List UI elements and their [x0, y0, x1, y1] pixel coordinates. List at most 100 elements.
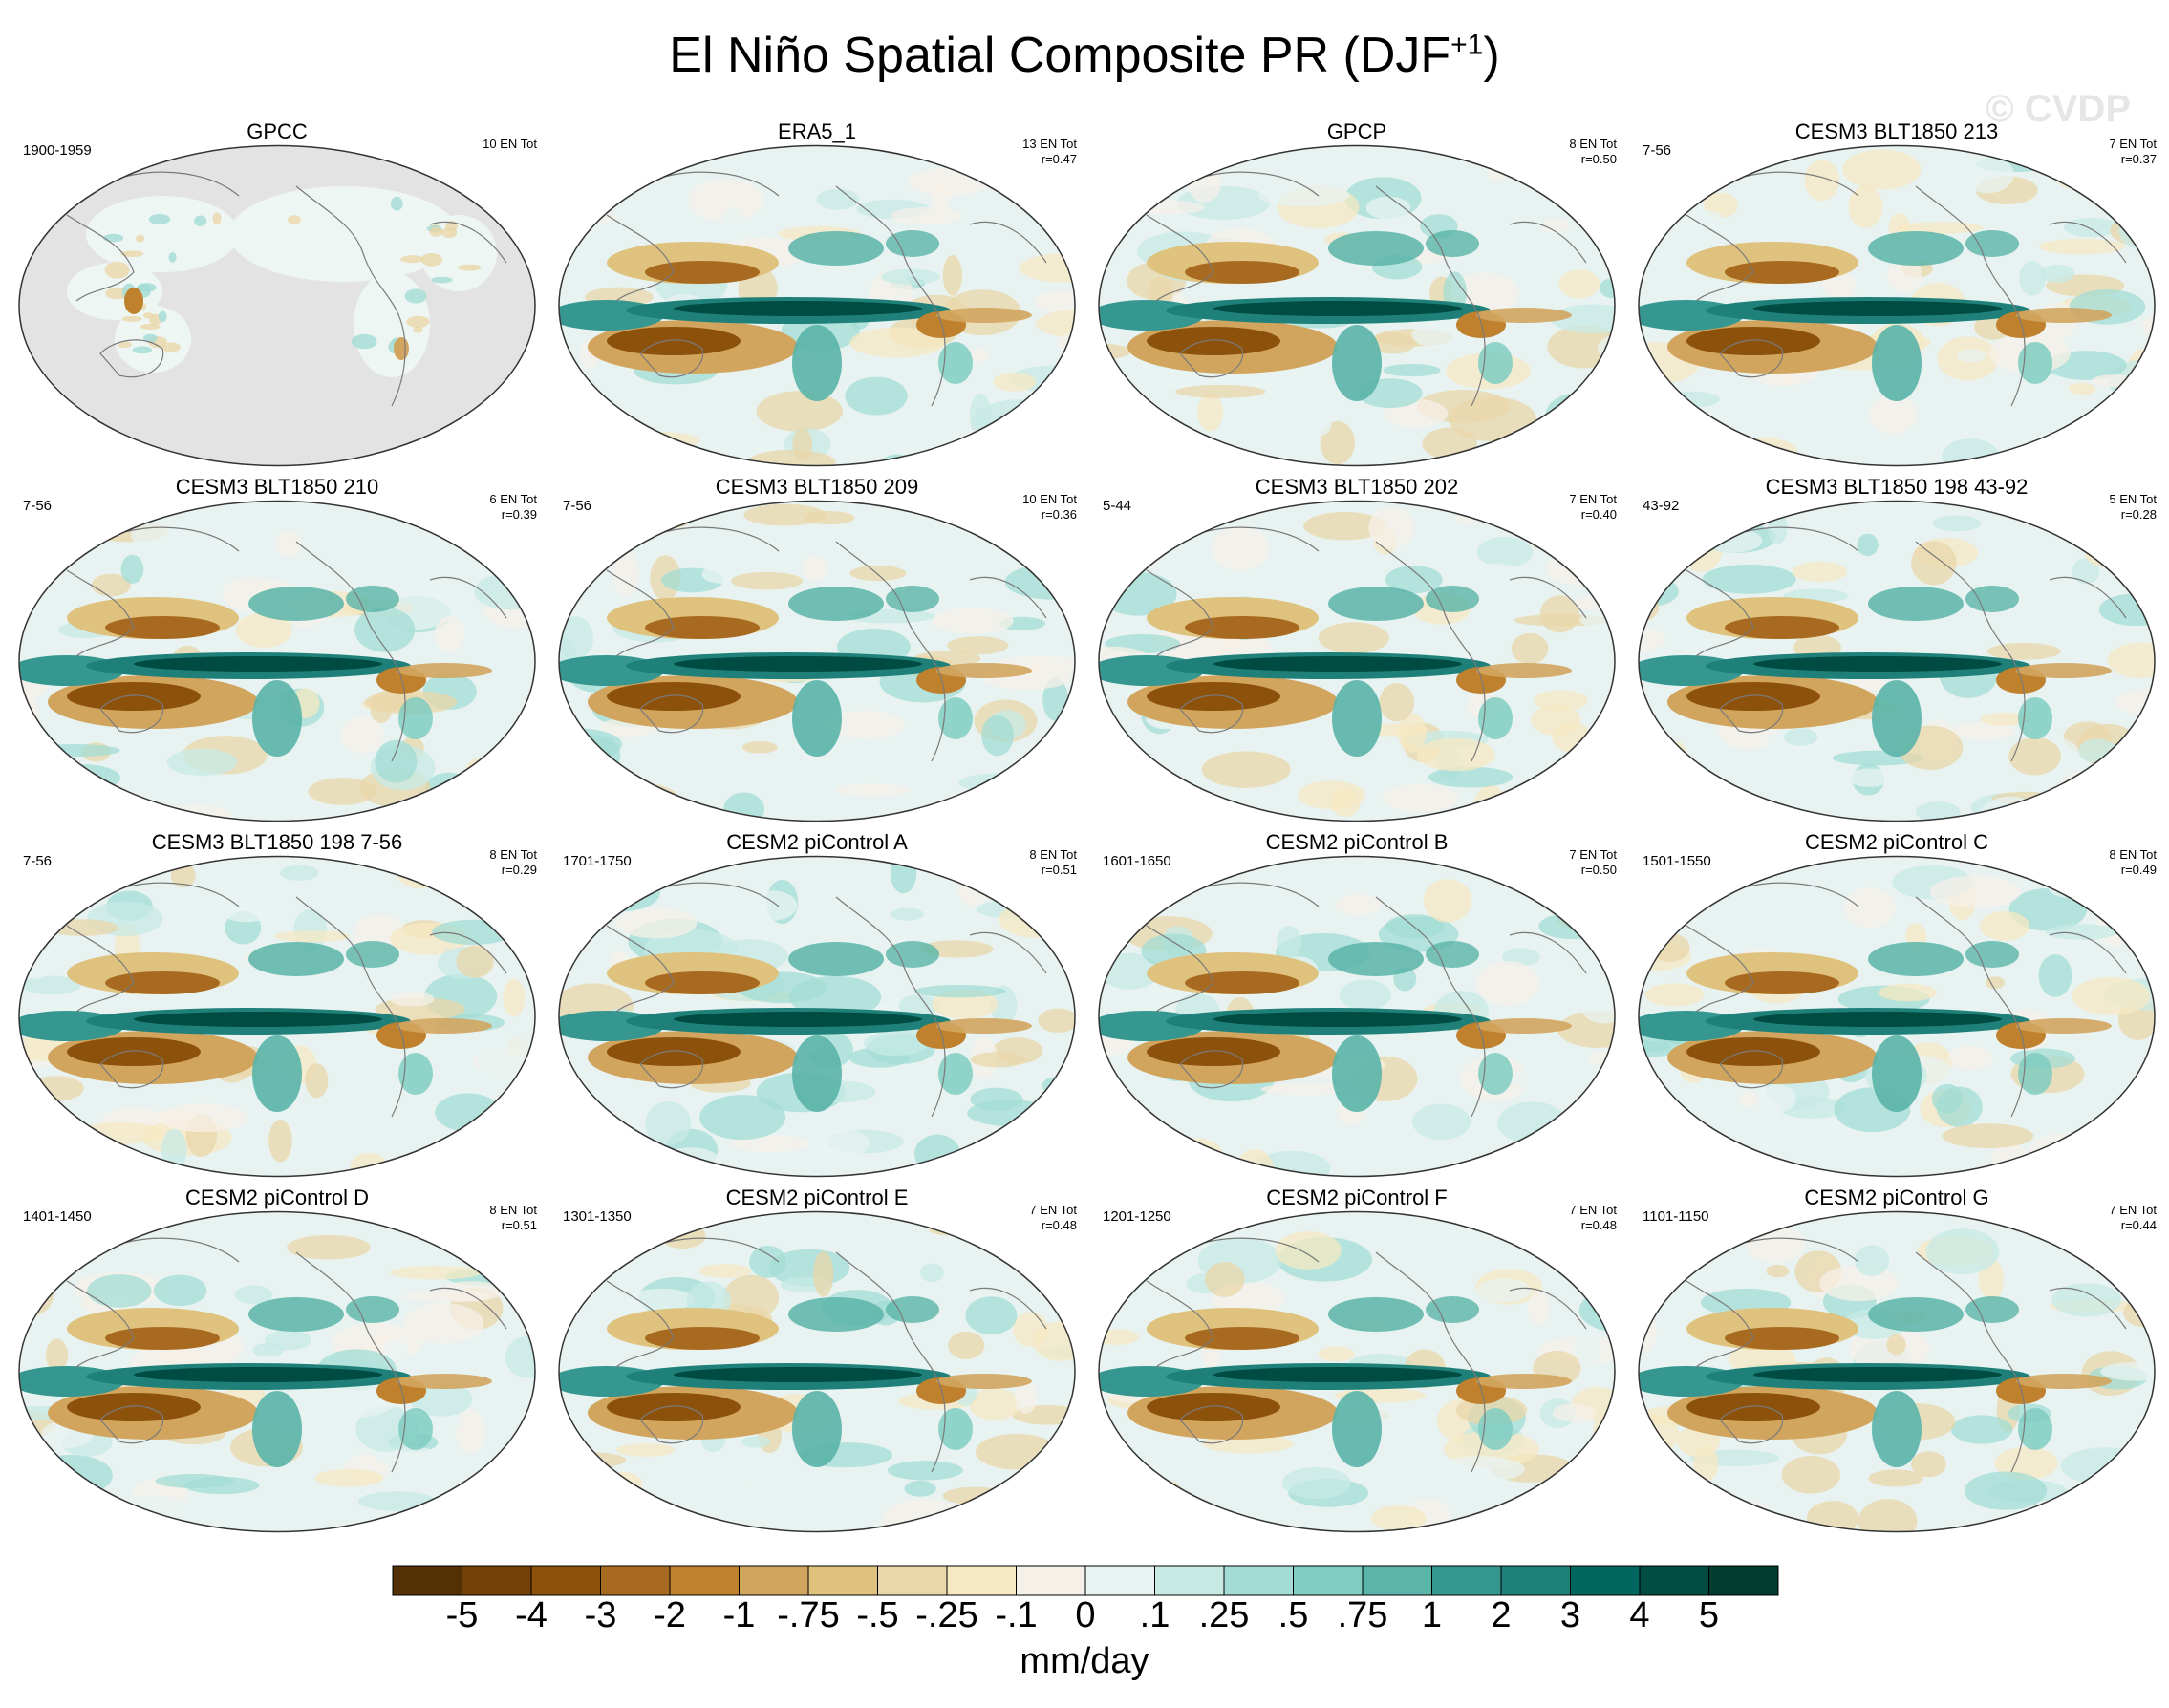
coastlines [1146, 171, 1587, 407]
wet-spcz [1872, 680, 1922, 757]
map-border [1638, 500, 2156, 822]
map-panel: CESM3 BLT1850 209 7-56 10 EN Tot r=0.36 [549, 475, 1084, 830]
weak-anomaly-patch [1292, 414, 1332, 438]
weak-anomaly-patch [1048, 878, 1075, 912]
weak-anomaly-patch [2121, 918, 2144, 936]
panel-pattern-correlation: r=0.37 [2120, 152, 2157, 166]
weak-anomaly-patch [305, 1063, 329, 1099]
colorbar-tick-label: -4 [515, 1595, 548, 1635]
weak-anomaly-patch [1957, 349, 1986, 363]
dry-atlantic [2016, 308, 2112, 323]
map-border [1098, 855, 1616, 1178]
weak-anomaly-patch [1599, 278, 1615, 299]
precip-anomaly-patch [404, 288, 427, 304]
weak-anomaly-patch [1842, 149, 1922, 190]
weak-anomaly-patch [252, 1342, 285, 1357]
weak-anomaly-patch [1276, 926, 1302, 960]
weak-anomaly-patch [1099, 550, 1158, 572]
weak-anomaly-patch [970, 1087, 1023, 1111]
colorbar-swatch [392, 1565, 462, 1596]
colorbar-tick-label: -1 [722, 1595, 756, 1635]
wet-north-america [886, 1296, 939, 1323]
weak-anomaly-patch [45, 1338, 69, 1372]
weak-anomaly-patch [1806, 1501, 1859, 1532]
weak-anomaly-patch [1099, 735, 1127, 750]
weak-anomaly-patch [2072, 787, 2133, 822]
panel-event-count: 8 EN Tot [489, 847, 537, 862]
weak-anomaly-patch [1099, 1438, 1103, 1456]
weak-anomaly-patch [32, 554, 85, 572]
wet-core-equatorial-pacific [674, 1012, 922, 1027]
weak-anomaly-patch [2146, 1114, 2155, 1149]
map-panel: GPCP 8 EN Tot r=0.50 [1089, 119, 1624, 475]
weak-anomaly-patch [1040, 943, 1075, 967]
wet-north-america [1965, 1296, 2019, 1323]
panel-pattern-correlation: r=0.50 [1580, 152, 1617, 166]
weak-anomaly-patch [87, 1274, 152, 1308]
weak-anomaly-patch [1570, 429, 1598, 463]
weak-anomaly-patch [1950, 1415, 2013, 1444]
weak-anomaly-patch [1385, 914, 1445, 939]
precip-anomaly-patch [194, 215, 207, 226]
map-panel: CESM2 piControl D 1401-1450 8 EN Tot r=0.51 [10, 1185, 545, 1541]
panel-event-count: 13 EN Tot [1022, 137, 1077, 151]
wet-spcz [792, 1035, 842, 1112]
precip-anomaly-patch [120, 250, 144, 258]
weak-anomaly-patch [1318, 1346, 1355, 1362]
wet-north-pacific [1868, 587, 1964, 621]
weak-anomaly-patch [1297, 780, 1365, 810]
weak-anomaly-patch [1662, 391, 1720, 408]
precip-anomaly-patch [406, 315, 430, 328]
dry-atlantic [397, 663, 492, 678]
panel-stats: 7 EN Tot r=0.44 [2109, 1203, 2157, 1233]
dry-core-south [1147, 1037, 1280, 1066]
weak-anomaly-patch [462, 758, 494, 803]
weak-anomaly-patch [19, 1329, 88, 1349]
wet-spcz [252, 1035, 302, 1112]
weak-anomaly-patch [376, 1446, 441, 1468]
dry-core-north [105, 616, 220, 639]
panel-event-count: 8 EN Tot [1569, 137, 1617, 151]
panel-title: CESM3 BLT1850 213 [1794, 119, 1999, 143]
weak-anomaly-patch [903, 741, 930, 771]
panel-period: 1101-1150 [1643, 1208, 1709, 1225]
wet-core-equatorial-pacific [1753, 656, 2002, 672]
dry-anomaly-maritime [124, 288, 143, 314]
weak-anomaly-patch [1318, 622, 1389, 654]
weak-anomaly-patch [940, 411, 968, 450]
dry-core-north [1185, 616, 1299, 639]
weak-anomaly-patch [1886, 1334, 1906, 1356]
panel-pattern-correlation: r=0.47 [1041, 152, 1077, 166]
dry-atlantic [1476, 663, 1572, 678]
weak-anomaly-patch [956, 428, 1017, 463]
colorbar-tick-label: 5 [1698, 1595, 1720, 1635]
weak-anomaly-patch [1370, 1505, 1427, 1531]
weak-anomaly-patch [19, 524, 95, 560]
colorbar-tick-label: -.1 [995, 1595, 1038, 1635]
weak-anomaly-patch [158, 1103, 248, 1133]
wet-core-equatorial-pacific [1753, 301, 2002, 316]
weak-anomaly-patch [477, 1035, 535, 1080]
weak-anomaly-patch [1275, 1231, 1342, 1270]
wet-north-america [346, 586, 399, 612]
weak-anomaly-patch [1129, 200, 1205, 215]
weak-anomaly-patch [605, 510, 691, 531]
weak-anomaly-patch [1932, 515, 1982, 532]
weak-anomaly-patch [1292, 1118, 1344, 1142]
weak-anomaly-patch [1099, 1240, 1144, 1258]
weak-anomaly-patch [595, 145, 634, 182]
dry-core-north [105, 971, 220, 994]
weak-anomaly-patch [2019, 261, 2046, 296]
robinson-map [1638, 1210, 2156, 1533]
weak-anomaly-patch [1002, 437, 1031, 466]
panel-title: CESM2 piControl B [1265, 830, 1449, 854]
weak-anomaly-patch [500, 1445, 527, 1476]
weak-anomaly-patch [1538, 912, 1604, 940]
weak-anomaly-patch [1253, 1150, 1331, 1177]
weak-anomaly-patch [1758, 1084, 1796, 1113]
weak-anomaly-patch [743, 503, 827, 526]
precip-anomaly-patch [158, 310, 167, 323]
weak-anomaly-patch [1497, 1101, 1567, 1144]
weak-anomaly-patch [1250, 877, 1314, 895]
weak-anomaly-patch [813, 1251, 834, 1297]
